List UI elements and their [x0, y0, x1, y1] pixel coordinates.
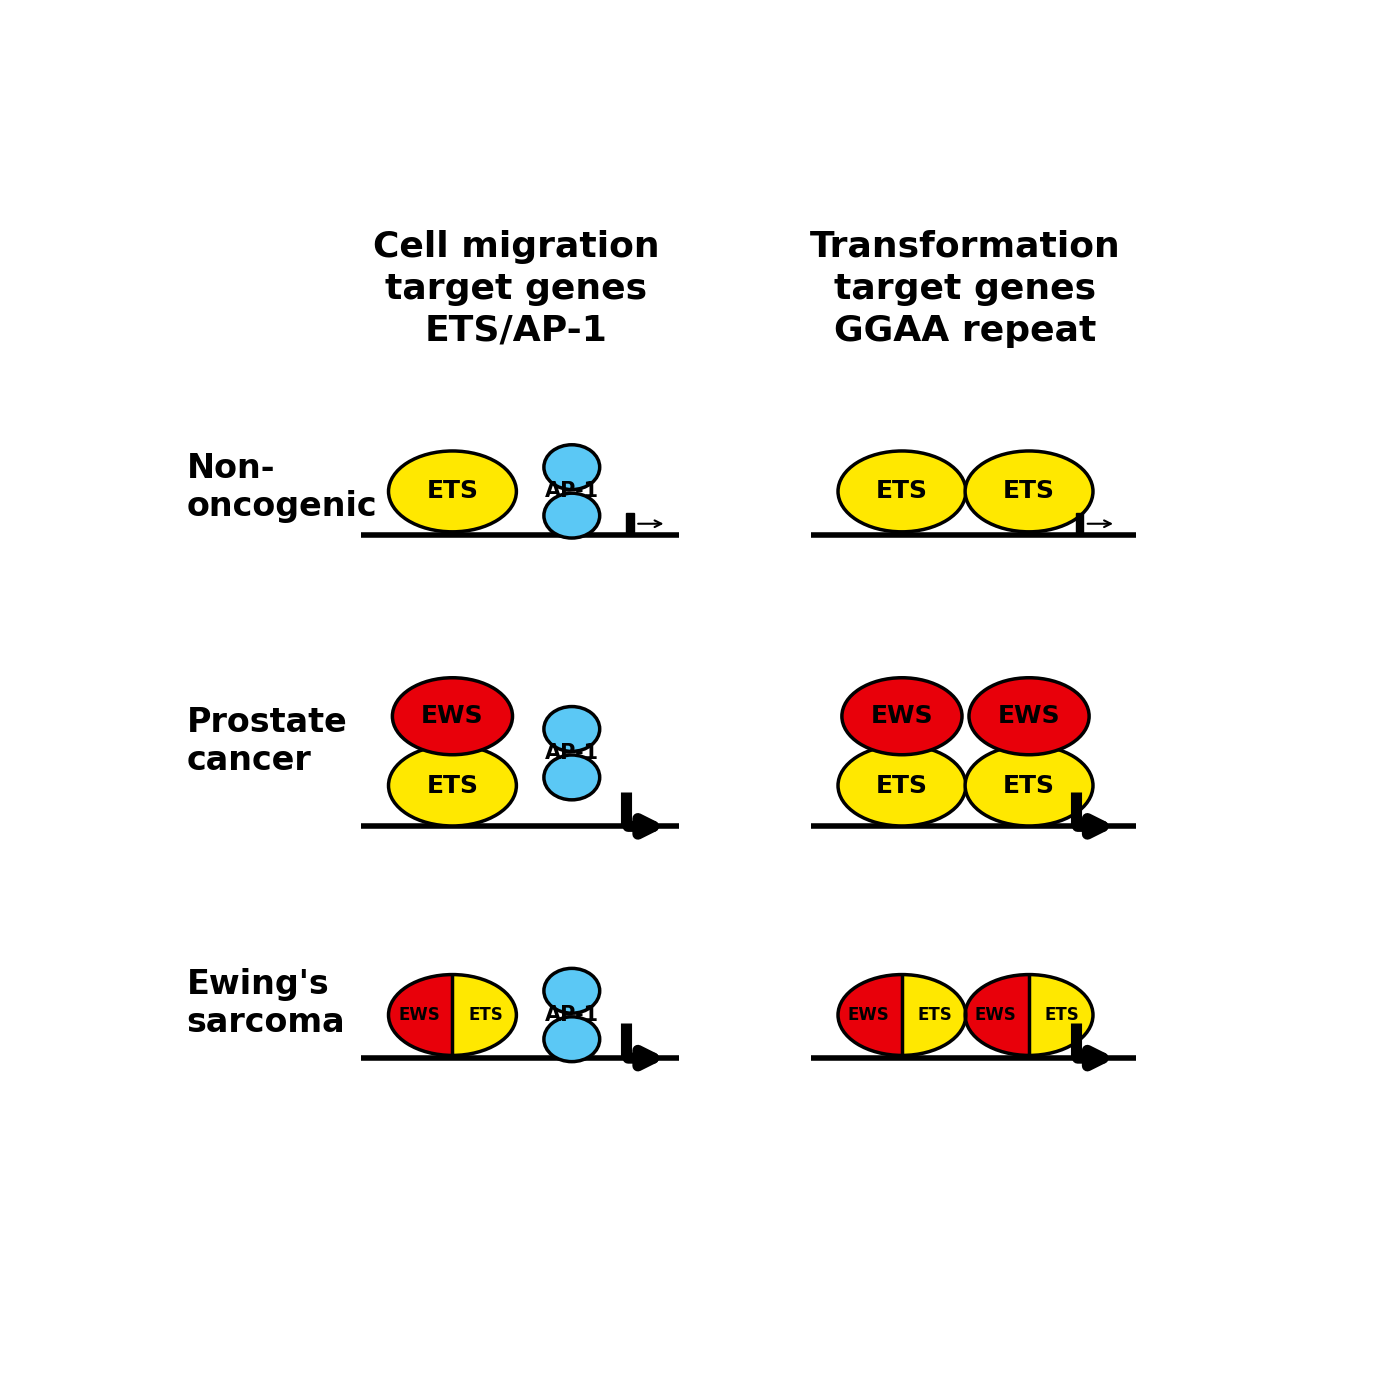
- Text: AP-1: AP-1: [545, 482, 599, 501]
- Ellipse shape: [839, 745, 966, 826]
- Ellipse shape: [543, 707, 599, 752]
- Polygon shape: [965, 974, 1029, 1056]
- Ellipse shape: [389, 451, 517, 532]
- Text: ETS: ETS: [427, 479, 479, 504]
- Polygon shape: [902, 974, 966, 1056]
- Bar: [1075, 512, 1084, 535]
- Text: ETS: ETS: [918, 1007, 952, 1023]
- Ellipse shape: [841, 678, 962, 755]
- Text: Cell migration
target genes
ETS/AP-1: Cell migration target genes ETS/AP-1: [372, 230, 659, 347]
- Polygon shape: [839, 974, 902, 1056]
- Text: EWS: EWS: [848, 1007, 889, 1023]
- Text: ETS: ETS: [469, 1007, 503, 1023]
- Polygon shape: [452, 974, 517, 1056]
- Polygon shape: [389, 974, 452, 1056]
- Text: EWS: EWS: [421, 704, 484, 728]
- Text: ETS: ETS: [876, 479, 928, 504]
- Text: Prostate
cancer: Prostate cancer: [186, 706, 347, 777]
- Ellipse shape: [969, 678, 1089, 755]
- Ellipse shape: [965, 451, 1093, 532]
- Ellipse shape: [389, 745, 517, 826]
- Ellipse shape: [543, 1016, 599, 1061]
- Ellipse shape: [965, 745, 1093, 826]
- Text: EWS: EWS: [974, 1007, 1016, 1023]
- Ellipse shape: [543, 969, 599, 1014]
- Text: ETS: ETS: [1044, 1007, 1079, 1023]
- Text: Transformation
target genes
GGAA repeat: Transformation target genes GGAA repeat: [811, 230, 1121, 347]
- Text: ETS: ETS: [1002, 479, 1056, 504]
- Ellipse shape: [543, 493, 599, 538]
- Ellipse shape: [839, 451, 966, 532]
- Text: EWS: EWS: [871, 704, 934, 728]
- Ellipse shape: [392, 678, 512, 755]
- Bar: [626, 512, 634, 535]
- Text: AP-1: AP-1: [545, 743, 599, 763]
- Text: ETS: ETS: [427, 774, 479, 798]
- Text: EWS: EWS: [998, 704, 1060, 728]
- Text: Ewing's
sarcoma: Ewing's sarcoma: [186, 967, 346, 1039]
- Ellipse shape: [543, 445, 599, 490]
- Text: AP-1: AP-1: [545, 1005, 599, 1025]
- Text: Non-
oncogenic: Non- oncogenic: [186, 452, 377, 524]
- Ellipse shape: [543, 755, 599, 799]
- Polygon shape: [1029, 974, 1093, 1056]
- Text: ETS: ETS: [876, 774, 928, 798]
- Text: ETS: ETS: [1002, 774, 1056, 798]
- Text: EWS: EWS: [399, 1007, 440, 1023]
